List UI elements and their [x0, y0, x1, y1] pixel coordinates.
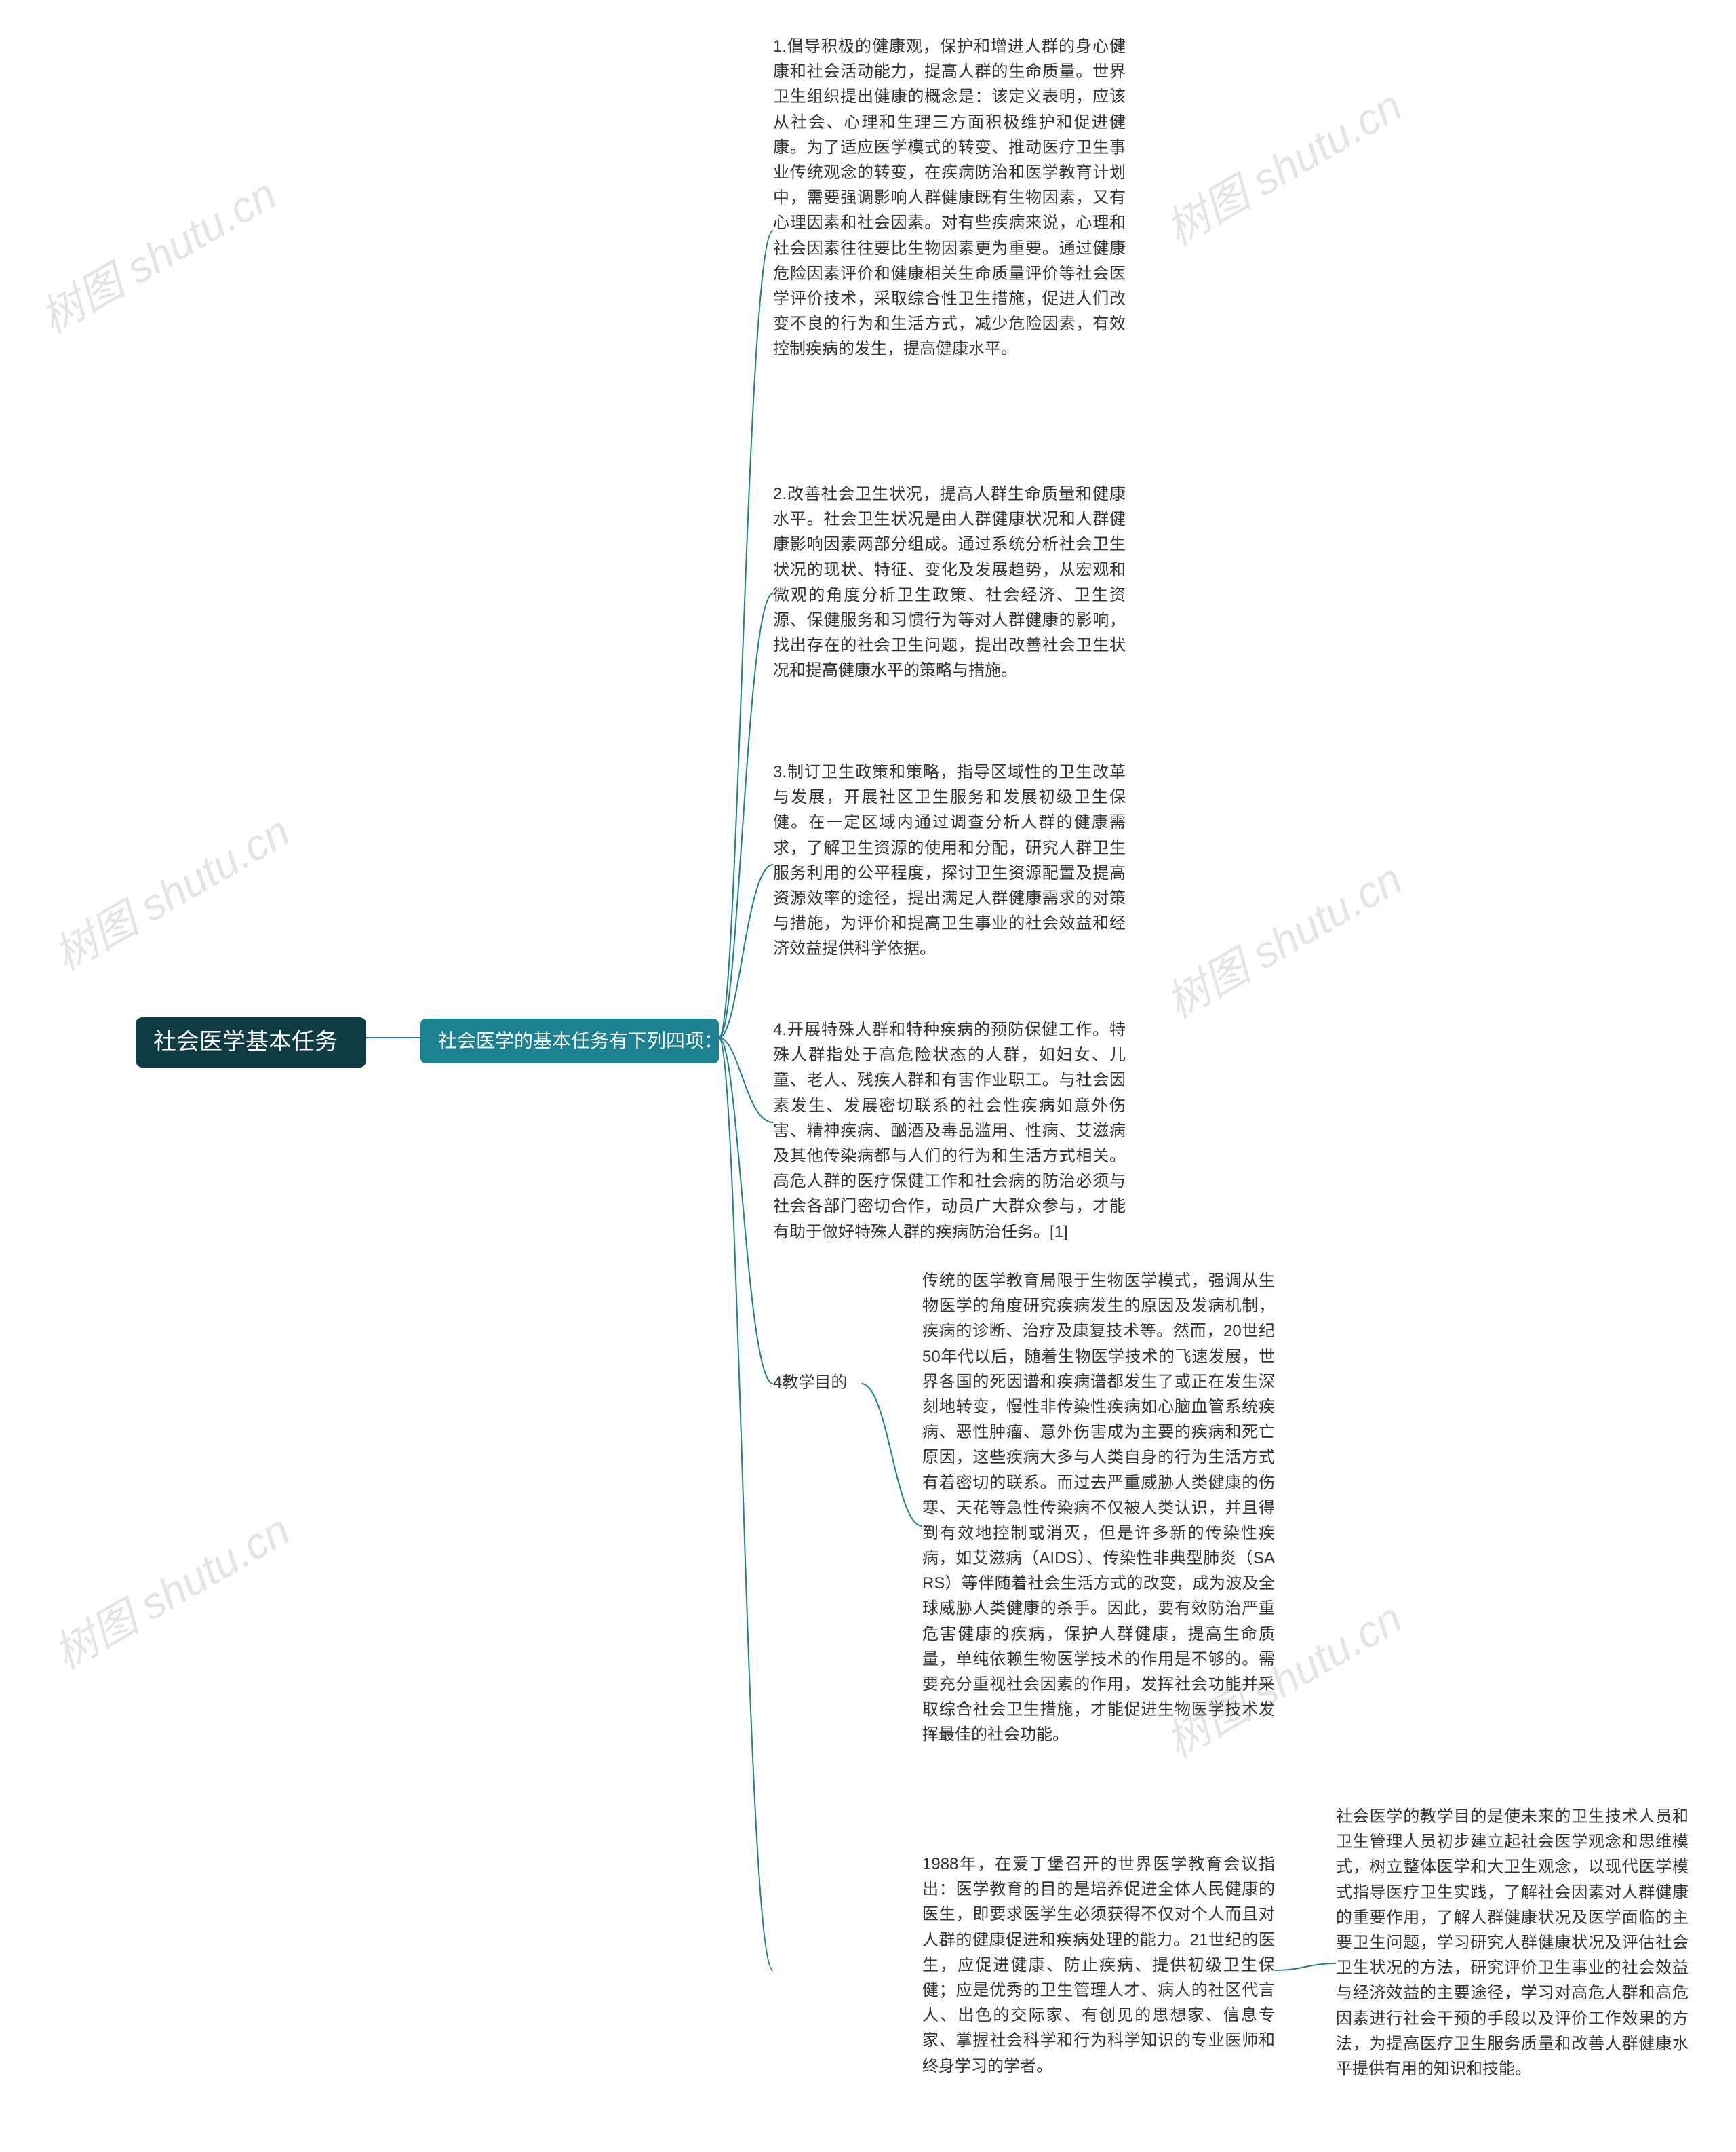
root-node[interactable]: 社会医学基本任务 — [136, 1017, 366, 1068]
edge-to-c2 — [719, 593, 773, 1038]
task-2[interactable]: 2.改善社会卫生状况，提高人群生命质量和健康水平。社会卫生状况是由人群健康状况和… — [773, 482, 1126, 684]
edge-to-c1 — [719, 231, 773, 1038]
edge-to-c5 — [719, 1038, 773, 1384]
watermark: 树图 shutu.cn — [41, 1496, 300, 1682]
watermark: 树图 shutu.cn — [1153, 845, 1412, 1031]
mindmap-canvas: 树图 shutu.cn 树图 shutu.cn 树图 shutu.cn 树图 s… — [0, 0, 1736, 2152]
edge-to-c3 — [719, 865, 773, 1038]
teaching-purpose-body[interactable]: 传统的医学教育局限于生物医学模式，强调从生物医学的角度研究疾病发生的原因及发病机… — [922, 1268, 1275, 1748]
edge-c5-c5a — [861, 1384, 922, 1526]
edge-to-c4 — [719, 1038, 773, 1122]
level1-node[interactable]: 社会医学的基本任务有下列四项： — [420, 1019, 719, 1063]
task-1[interactable]: 1.倡导积极的健康观，保护和增进人群的身心健康和社会活动能力，提高人群的生命质量… — [773, 34, 1126, 361]
watermark: 树图 shutu.cn — [41, 798, 300, 983]
edu-1988-body[interactable]: 1988年，在爱丁堡召开的世界医学教育会议指出：医学教育的目的是培养促进全体人民… — [922, 1852, 1275, 2079]
social-med-teaching-goal[interactable]: 社会医学的教学目的是使未来的卫生技术人员和卫生管理人员初步建立起社会医学观念和思… — [1336, 1804, 1689, 2081]
watermark: 树图 shutu.cn — [27, 160, 286, 346]
task-3[interactable]: 3.制订卫生政策和策略，指导区域性的卫生改革与发展，开展社区卫生服务和发展初级卫… — [773, 760, 1126, 962]
task-4[interactable]: 4.开展特殊人群和特种疾病的预防保健工作。特殊人群指处于高危险状态的人群，如妇女… — [773, 1017, 1126, 1245]
edge-c5b-c5b1 — [1275, 1963, 1336, 1970]
teaching-purpose-label[interactable]: 4教学目的 — [773, 1370, 861, 1395]
watermark: 树图 shutu.cn — [1153, 72, 1412, 258]
edge-to-c5b — [719, 1038, 773, 1970]
